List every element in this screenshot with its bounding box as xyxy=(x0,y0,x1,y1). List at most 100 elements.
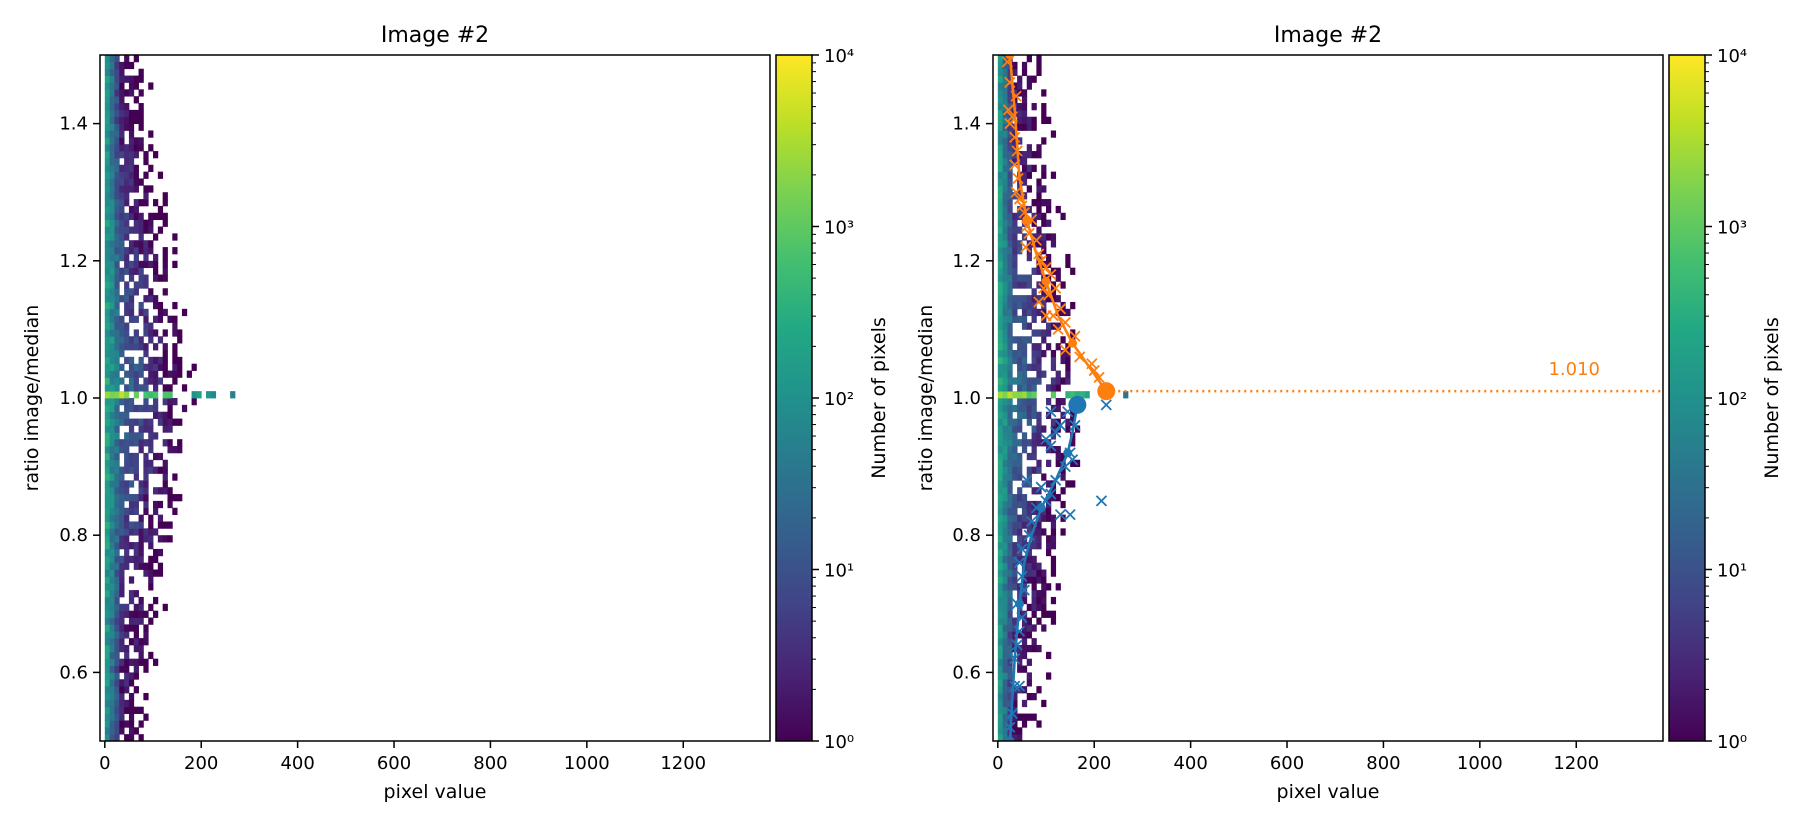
heatmap-cell xyxy=(114,315,120,323)
heatmap-cell xyxy=(133,329,139,337)
heatmap-cell xyxy=(109,590,115,598)
heatmap-cell xyxy=(1012,82,1018,90)
heatmap-cell xyxy=(1017,631,1023,639)
heatmap-cell xyxy=(1031,610,1037,618)
marker-stroke xyxy=(1066,454,1079,466)
heatmap-cell xyxy=(1021,507,1028,516)
heatmap-cell xyxy=(1007,151,1013,159)
marker-stroke xyxy=(1021,474,1033,486)
heatmap-cell xyxy=(1041,137,1047,145)
chart-title-2: Image #2 xyxy=(1274,23,1382,48)
heatmap-cell xyxy=(157,500,164,509)
heatmap-cell xyxy=(177,336,183,344)
heatmap-cell xyxy=(162,274,168,282)
heatmap-cell xyxy=(133,672,139,680)
heatmap-cell xyxy=(128,638,135,646)
heatmap-cell xyxy=(109,603,115,612)
colorbar-label-1: Number of pixels xyxy=(868,317,890,479)
heatmap-cell xyxy=(153,370,159,378)
heatmap-cell xyxy=(1031,363,1037,371)
heatmap-cell xyxy=(162,391,168,399)
heatmap-cell xyxy=(1031,542,1037,550)
heatmap-cell xyxy=(128,247,135,255)
heatmap-cell xyxy=(997,185,1004,193)
heatmap-cell xyxy=(1021,713,1028,721)
heatmap-cell xyxy=(109,151,115,159)
heatmap-cell xyxy=(1041,569,1047,577)
heatmap-cell xyxy=(997,370,1004,378)
heatmap-cell xyxy=(1031,384,1037,392)
heatmap-cell xyxy=(124,624,130,632)
heatmap-cell xyxy=(997,164,1004,173)
heatmap-cell xyxy=(1021,377,1028,385)
panel-2: 0 200 400 600 800 1000 1200 0.60.81.01.21.4 Im… xyxy=(915,23,1783,803)
heatmap-cell xyxy=(133,590,139,598)
heatmap-cell xyxy=(109,61,115,70)
heatmap-cell xyxy=(1021,590,1028,598)
colorbar-2 xyxy=(1668,54,1706,742)
heatmap-cell xyxy=(1031,199,1037,207)
heatmap-cell xyxy=(1017,137,1023,145)
heatmap-cell xyxy=(124,336,130,344)
heatmap-cell xyxy=(128,384,135,392)
heatmap-cell xyxy=(119,151,125,159)
heatmap-cell xyxy=(128,466,135,474)
heatmap-cell xyxy=(1036,295,1042,303)
heatmap-cell xyxy=(1002,459,1008,467)
heatmap-cell xyxy=(148,459,154,467)
heatmap-cell xyxy=(1012,548,1018,557)
heatmap-cell xyxy=(1046,480,1052,488)
heatmap-cell xyxy=(997,692,1004,701)
heatmap-cell xyxy=(1017,75,1023,83)
heatmap-cell xyxy=(109,418,115,426)
heatmap-cell xyxy=(119,96,125,104)
heatmap-cell xyxy=(1012,617,1018,625)
heatmap-cell xyxy=(109,665,115,673)
heatmap-cell xyxy=(1012,583,1018,591)
heatmap-cell xyxy=(1017,384,1023,392)
heatmap-cell xyxy=(143,487,149,495)
heatmap-cell xyxy=(157,521,164,529)
heatmap-cell xyxy=(138,109,144,118)
heatmap-cell xyxy=(1012,418,1018,426)
heatmap-cell xyxy=(1007,192,1013,200)
heatmap-cell xyxy=(153,404,159,413)
heatmap-cell xyxy=(109,349,115,358)
heatmap-cell xyxy=(114,521,120,529)
heatmap-cell xyxy=(1036,212,1042,221)
heatmap-cell xyxy=(1026,144,1032,152)
heatmap-cell xyxy=(148,219,154,227)
heatmap-cell xyxy=(109,432,115,440)
heatmap-cell xyxy=(119,713,125,721)
heatmap-cell xyxy=(1021,596,1028,605)
heatmap-cell xyxy=(133,116,139,124)
heatmap-cell xyxy=(109,548,115,557)
heatmap-cell xyxy=(172,507,178,516)
upper-scatter-point xyxy=(1059,344,1071,356)
heatmap-cell xyxy=(148,240,154,248)
heatmap-cell xyxy=(1007,439,1013,447)
heatmap-cell xyxy=(124,171,130,179)
heatmap-cell xyxy=(1041,329,1047,337)
heatmap-cell xyxy=(1031,295,1037,303)
heatmap-cell xyxy=(128,260,135,269)
heatmap-cell xyxy=(1017,295,1023,303)
heatmap-cell xyxy=(138,596,144,605)
heatmap-cell xyxy=(124,295,130,303)
heatmap-cell xyxy=(119,267,125,275)
heatmap-cell xyxy=(1036,151,1042,159)
heatmap-cell xyxy=(1060,452,1066,461)
heatmap-cell xyxy=(1007,446,1013,454)
heatmap-cell xyxy=(119,144,125,152)
heatmap-cell xyxy=(143,473,149,481)
heatmap-cell xyxy=(114,288,120,296)
heatmap-cell xyxy=(1021,343,1028,351)
heatmap-cell xyxy=(1060,398,1066,406)
y-tick-label: 1.2 xyxy=(952,251,981,272)
heatmap-cell xyxy=(109,253,115,262)
heatmap-cell xyxy=(153,329,159,337)
heatmap-cell xyxy=(1065,260,1071,269)
heatmap-cell xyxy=(997,240,1004,248)
heatmap-cell xyxy=(104,535,111,543)
heatmap-cell xyxy=(1002,638,1008,646)
